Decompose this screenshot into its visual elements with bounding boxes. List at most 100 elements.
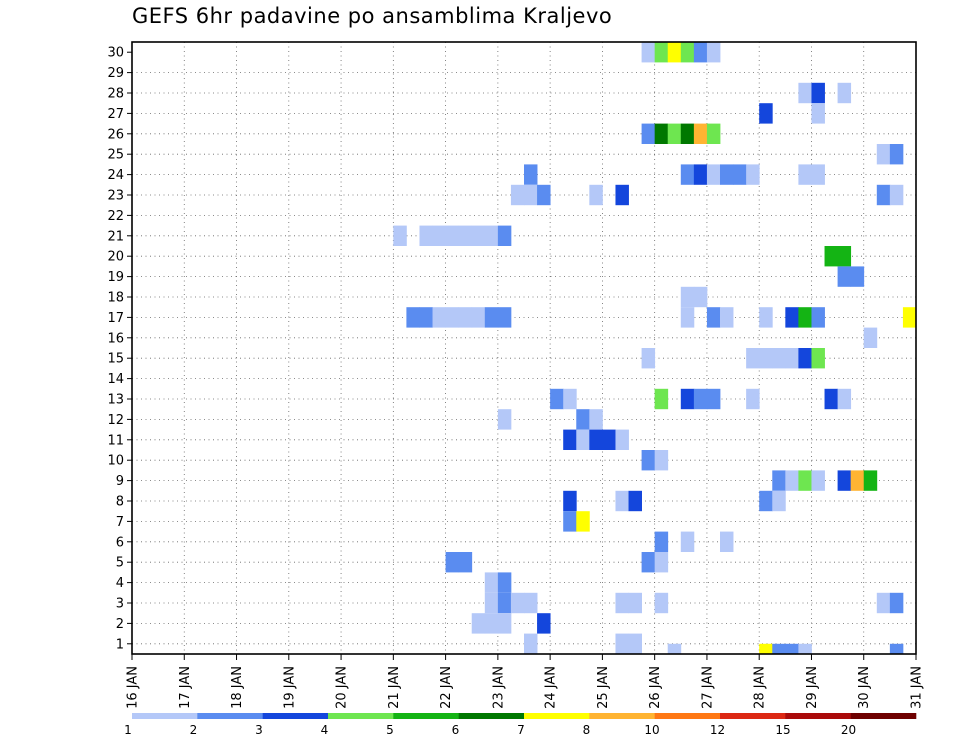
y-tick-label: 4: [116, 576, 124, 591]
heatmap-cell: [615, 592, 629, 614]
legend-swatch: [132, 713, 198, 719]
legend-label: 8: [583, 723, 591, 737]
x-tick-label: 24 JAN: [544, 666, 559, 709]
y-tick-label: 12: [107, 413, 124, 428]
heatmap-cell: [432, 225, 446, 246]
heatmap-cell: [706, 307, 721, 328]
heatmap-cell: [889, 592, 904, 614]
heatmap-cell: [484, 613, 499, 634]
heatmap-cell: [510, 592, 525, 614]
legend-label: 15: [775, 723, 790, 737]
heatmap-cell: [484, 572, 499, 593]
heatmap-cell: [667, 643, 682, 654]
y-tick-label: 26: [107, 127, 124, 142]
y-tick-label: 7: [116, 515, 124, 530]
heatmap-cell: [693, 164, 708, 185]
heatmap-cell: [615, 184, 629, 206]
y-tick-label: 20: [107, 250, 124, 265]
cell-layer: [393, 42, 917, 654]
legend-label: 2: [190, 723, 198, 737]
heatmap-cell: [850, 266, 865, 287]
x-tick-label: 30 JAN: [857, 666, 872, 709]
heatmap-cell: [497, 592, 512, 614]
x-axis: 16 JAN 17 JAN 18 JAN 19 JAN 20 JAN 21 JAN 22 J…: [126, 654, 925, 709]
heatmap-cell: [785, 470, 799, 491]
heatmap-cell: [654, 123, 669, 144]
heatmap-cell: [589, 409, 603, 430]
x-tick-label: 25 JAN: [596, 666, 611, 709]
heatmap-cell: [693, 388, 708, 410]
x-tick-label: 17 JAN: [178, 666, 193, 709]
heatmap-cell: [641, 348, 656, 369]
heatmap-cell: [889, 643, 904, 654]
heatmap-cell: [654, 388, 669, 410]
heatmap-cell: [720, 164, 734, 185]
legend-label: 20: [841, 723, 856, 737]
heatmap-cell: [680, 531, 695, 552]
heatmap-cell: [419, 225, 433, 246]
legend-swatch: [197, 713, 263, 719]
heatmap-cell: [798, 348, 812, 369]
heatmap-cell: [706, 123, 721, 144]
heatmap-cell: [615, 429, 629, 450]
x-tick-label: 18 JAN: [230, 666, 245, 709]
heatmap-cell: [720, 531, 734, 552]
heatmap-cell: [445, 552, 460, 573]
heatmap-cell: [693, 42, 708, 63]
heatmap-cell: [680, 307, 695, 328]
heatmap-cell: [497, 307, 512, 328]
chart-title: GEFS 6hr padavine po ansamblima Kraljevo: [132, 4, 613, 28]
heatmap-cell: [654, 531, 669, 552]
x-tick-label: 29 JAN: [805, 666, 820, 709]
heatmap-cell: [471, 225, 486, 246]
heatmap-cell: [772, 348, 786, 369]
legend-label: 5: [386, 723, 394, 737]
heatmap-cell: [680, 388, 695, 410]
heatmap-cell: [759, 103, 773, 124]
heatmap-cell: [484, 225, 499, 246]
legend-label: 7: [517, 723, 525, 737]
legend-label: 3: [255, 723, 263, 737]
y-tick-label: 17: [107, 311, 124, 326]
heatmap-cell: [680, 42, 695, 63]
legend-swatch: [850, 713, 917, 719]
x-tick-label: 23 JAN: [491, 666, 506, 709]
heatmap-cell: [785, 307, 799, 328]
heatmap-cell: [811, 103, 825, 124]
legend-swatch: [458, 713, 525, 719]
y-tick-label: 9: [116, 474, 124, 489]
heatmap-cell: [524, 184, 538, 206]
heatmap-cell: [746, 164, 760, 185]
legend-swatch: [524, 713, 590, 719]
y-tick-label: 1: [116, 637, 124, 652]
y-tick-label: 30: [107, 46, 124, 61]
heatmap-cell: [576, 511, 590, 532]
legend-swatch: [785, 713, 851, 719]
color-scale-legend: 1 2 3 4 5 6 7 8 10 12 15 20: [124, 713, 917, 737]
heatmap-cell: [641, 42, 656, 63]
heatmap-cell: [746, 388, 760, 410]
heatmap-cell: [537, 613, 551, 634]
x-tick-label: 20 JAN: [335, 666, 350, 709]
heatmap-cell: [497, 409, 512, 430]
heatmap-cell: [419, 307, 433, 328]
heatmap-cell: [628, 633, 642, 654]
heatmap-cell: [902, 307, 917, 328]
heatmap-cell: [798, 164, 812, 185]
heatmap-cell: [824, 388, 838, 410]
x-tick-label: 19 JAN: [282, 666, 297, 709]
legend-swatch: [589, 713, 655, 719]
heatmap-cell: [772, 643, 786, 654]
y-tick-label: 11: [107, 433, 124, 448]
legend-label: 1: [124, 723, 132, 737]
heatmap-cell: [706, 42, 721, 63]
legend-swatch: [720, 713, 786, 719]
heatmap-cell: [445, 307, 460, 328]
heatmap-cell: [641, 552, 656, 573]
heatmap-cell: [615, 633, 629, 654]
x-tick-label: 26 JAN: [648, 666, 663, 709]
heatmap-cell: [563, 511, 577, 532]
heatmap-cell: [811, 348, 825, 369]
heatmap-cell: [680, 286, 695, 308]
